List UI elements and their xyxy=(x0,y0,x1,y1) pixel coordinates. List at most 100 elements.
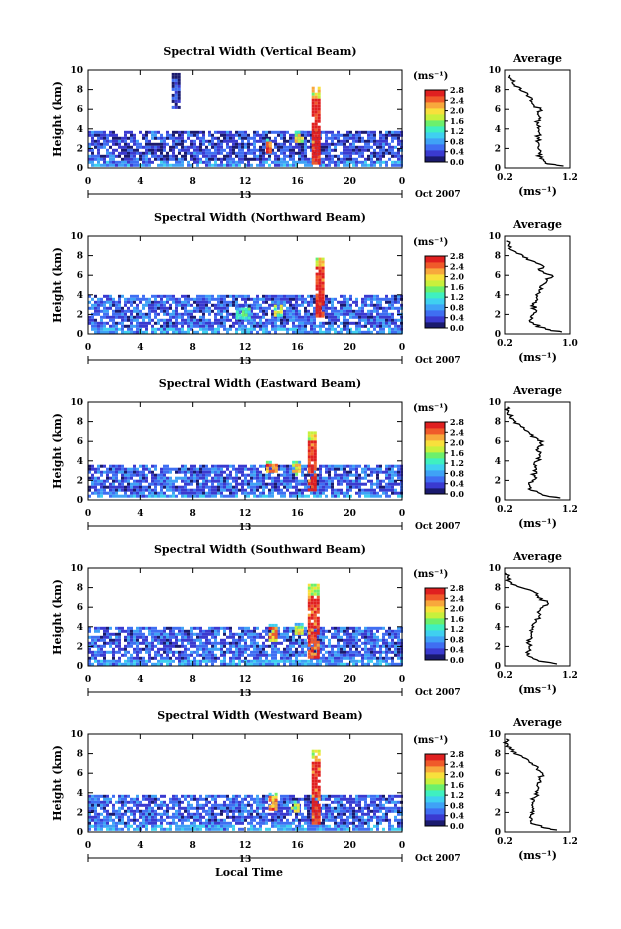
heatmap-cell xyxy=(325,157,328,161)
heatmap-cell xyxy=(184,632,187,636)
heatmap-cell xyxy=(300,631,304,635)
heatmap-cell xyxy=(184,647,187,651)
heatmap-cell xyxy=(247,142,250,146)
heatmap-cell xyxy=(166,157,169,161)
heatmap-cell xyxy=(115,491,118,495)
heatmap-cell xyxy=(205,794,208,798)
x-tick-label: 0 xyxy=(85,177,91,187)
heatmap-cell xyxy=(280,297,283,301)
heatmap-cell xyxy=(361,148,364,152)
heatmap-cell xyxy=(193,626,196,630)
x-tick-label: 20 xyxy=(343,675,356,685)
heatmap-cell xyxy=(297,136,301,140)
heatmap-cell xyxy=(295,306,298,310)
heatmap-cell xyxy=(361,306,364,310)
heatmap-cell xyxy=(256,139,259,143)
heatmap-cell xyxy=(247,482,250,486)
heatmap-cell xyxy=(334,154,337,158)
heatmap-cell xyxy=(313,634,317,638)
heatmap-cell xyxy=(340,491,343,495)
heatmap-cell xyxy=(379,139,382,143)
heatmap-cell xyxy=(370,297,373,301)
heatmap-cell xyxy=(202,476,205,480)
heatmap-cell xyxy=(346,473,349,477)
heatmap-cell xyxy=(286,330,289,334)
heatmap-cell xyxy=(325,130,328,134)
heatmap-cell xyxy=(274,485,277,489)
heatmap-cell xyxy=(376,321,379,325)
heatmap-cell xyxy=(106,294,109,298)
heatmap-cell xyxy=(358,491,361,495)
heatmap-cell xyxy=(265,794,268,798)
date-tick-label: 13 xyxy=(239,689,252,699)
colorbar-tick-label: 2.8 xyxy=(450,417,464,427)
heatmap-cell xyxy=(163,644,166,648)
heatmap-cell xyxy=(178,662,181,666)
heatmap-cell xyxy=(361,151,364,155)
profile-line xyxy=(506,240,563,333)
heatmap-cell xyxy=(163,321,166,325)
heatmap-cell xyxy=(187,300,190,304)
heatmap-cell xyxy=(331,488,334,492)
heatmap-cell xyxy=(88,470,91,474)
x-tick-label: 0 xyxy=(399,509,405,519)
heatmap-cell xyxy=(307,437,311,441)
heatmap-cell xyxy=(187,315,190,319)
heatmap-cell xyxy=(301,659,304,663)
heatmap-cell xyxy=(171,87,175,91)
heatmap-cell xyxy=(301,148,304,152)
heatmap-cell xyxy=(262,659,265,663)
heatmap-cell xyxy=(391,641,394,645)
heatmap-cell xyxy=(253,312,256,316)
heatmap-cell xyxy=(220,464,223,468)
heatmap-cell xyxy=(313,297,316,301)
heatmap-cell xyxy=(169,294,172,298)
heatmap-cell xyxy=(334,476,337,480)
heatmap-cell xyxy=(337,488,340,492)
heatmap-cell xyxy=(157,157,160,161)
x-tick-label: 4 xyxy=(137,509,143,519)
heatmap-cell xyxy=(109,151,112,155)
heatmap-cell xyxy=(364,629,367,633)
heatmap-cell xyxy=(172,653,175,657)
heatmap-cell xyxy=(316,592,320,596)
heatmap-cell xyxy=(171,78,175,82)
heatmap-cell xyxy=(247,145,250,149)
heatmap-cell xyxy=(310,488,314,492)
heatmap-cell xyxy=(253,491,256,495)
heatmap-cell xyxy=(307,613,311,617)
heatmap-cell xyxy=(187,136,190,140)
heatmap-cell xyxy=(340,294,343,298)
heatmap-cell xyxy=(151,794,154,798)
heatmap-cell xyxy=(88,306,91,310)
heatmap-cell xyxy=(397,794,400,798)
heatmap-cell xyxy=(370,656,373,660)
heatmap-cell xyxy=(208,794,211,798)
colorbar-tick-label: 1.2 xyxy=(450,126,464,136)
heatmap-cell xyxy=(103,154,106,158)
heatmap-cell xyxy=(121,157,124,161)
heatmap-cell xyxy=(283,324,286,328)
heatmap-cell xyxy=(112,485,115,489)
heatmap-cell xyxy=(100,488,103,492)
heatmap-cell xyxy=(292,306,295,310)
heatmap-cell xyxy=(174,78,178,82)
heatmap-cell xyxy=(199,142,202,146)
heatmap-cell xyxy=(313,300,316,304)
heatmap-cell xyxy=(358,626,361,630)
x-tick-label: 8 xyxy=(190,675,196,685)
heatmap-cell xyxy=(355,321,358,325)
heatmap-cell xyxy=(250,157,253,161)
heatmap-cell xyxy=(130,148,133,152)
heatmap-cell xyxy=(166,659,169,663)
heatmap-cell xyxy=(238,626,241,630)
heatmap-cell xyxy=(382,136,385,140)
heatmap-cell xyxy=(262,485,265,489)
heatmap-cell xyxy=(314,143,318,147)
heatmap-cell xyxy=(271,638,275,642)
heatmap-cell xyxy=(247,316,251,320)
heatmap-cell xyxy=(91,327,94,331)
heatmap-cell xyxy=(292,644,295,648)
heatmap-cell xyxy=(364,157,367,161)
heatmap-cell xyxy=(112,464,115,468)
